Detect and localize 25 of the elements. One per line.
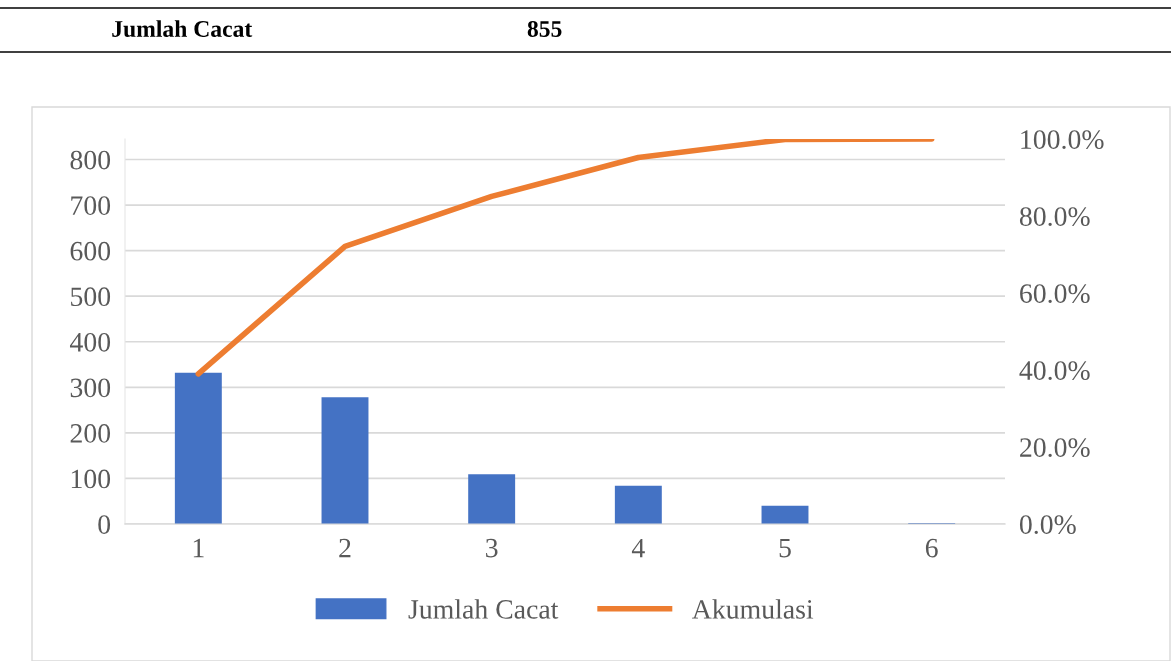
y2-tick-label: 80.0% bbox=[1019, 207, 1090, 227]
y-tick-label: 700 bbox=[71, 196, 111, 215]
y2-tick-label: 20.0% bbox=[1020, 438, 1090, 458]
text: 855 bbox=[527, 20, 562, 37]
y2-tick-label: 0.0% bbox=[1019, 515, 1076, 535]
legend-label: Akumulasi bbox=[692, 599, 814, 619]
y-tick-label: 600 bbox=[70, 241, 111, 261]
y-tick-label: 200 bbox=[70, 424, 111, 443]
x-tick-label: 2 bbox=[339, 538, 351, 558]
x-tick-label: 6 bbox=[925, 538, 938, 558]
text: Jumlah Cacat bbox=[112, 20, 253, 37]
legend-label: Jumlah Cacat bbox=[408, 599, 559, 619]
y-tick-label: 100 bbox=[71, 469, 111, 489]
x-tick-label: 4 bbox=[631, 538, 645, 558]
y-tick-label: 500 bbox=[71, 287, 111, 307]
x-tick-label: 3 bbox=[486, 538, 498, 558]
y2-tick-label: 100.0% bbox=[1021, 130, 1104, 150]
y-tick-label: 400 bbox=[69, 332, 111, 352]
x-tick-label: 1 bbox=[193, 538, 204, 558]
y-tick-label: 0 bbox=[98, 515, 111, 534]
y2-tick-label: 40.0% bbox=[1019, 361, 1090, 381]
y-tick-label: 300 bbox=[70, 378, 111, 398]
y-tick-label: 800 bbox=[70, 150, 111, 170]
y2-tick-label: 60.0% bbox=[1020, 284, 1090, 304]
x-tick-label: 5 bbox=[779, 538, 791, 558]
